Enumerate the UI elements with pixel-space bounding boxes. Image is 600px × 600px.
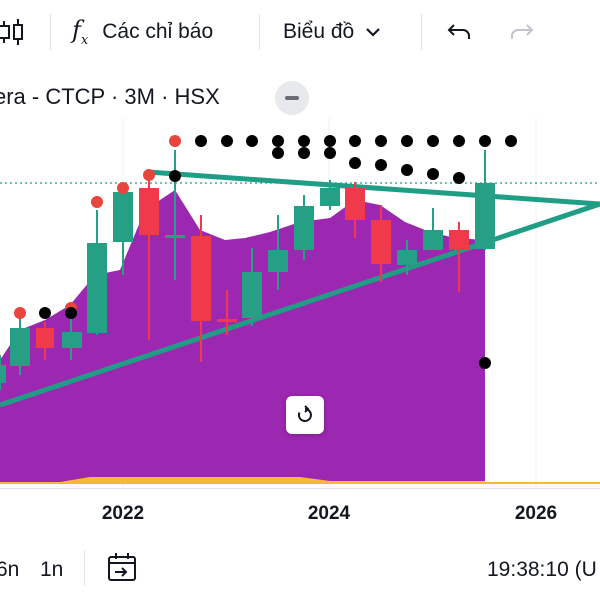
clock-timezone[interactable]: 19:38:10 (U (487, 558, 597, 581)
candle-up (242, 248, 262, 326)
x-axis-line (0, 488, 600, 489)
candle-down (139, 180, 159, 340)
area-fill (0, 190, 485, 482)
candle-down (345, 182, 365, 238)
indicators-button[interactable]: fx Các chỉ báo (72, 0, 213, 64)
undo-icon (447, 24, 470, 39)
chart-type-label: Biểu đồ (283, 20, 355, 43)
toolbar-divider (421, 14, 422, 50)
toolbar-divider (50, 14, 51, 50)
indicators-label: Các chỉ báo (102, 20, 214, 43)
candle-up (320, 180, 340, 210)
undo-button[interactable] (446, 0, 472, 64)
calendar-arrow-icon (108, 553, 136, 581)
candlesticks (0, 150, 495, 390)
toolbar-divider (259, 14, 260, 50)
candle-down (449, 222, 469, 292)
candle-doji (217, 290, 237, 335)
signal-markers (39, 135, 517, 369)
bottom-divider (84, 550, 85, 586)
candle-up (423, 208, 443, 250)
bottom-toolbar (0, 538, 600, 600)
candle-up (62, 318, 82, 360)
x-tick-label: 2024 (307, 503, 351, 524)
collapse-legend-button[interactable] (275, 81, 309, 115)
range-1n-button[interactable]: 1n (40, 558, 64, 581)
top-toolbar: fx Các chỉ báo Biểu đồ (0, 0, 600, 64)
candle-up (268, 215, 288, 290)
triangle-trendlines (0, 169, 600, 408)
candle-up (0, 355, 6, 390)
price-chart[interactable] (0, 118, 600, 488)
redo-icon (511, 24, 534, 39)
chevron-down-icon (366, 28, 381, 37)
symbol-title: era - CTCP · 3M · HSX (0, 84, 220, 109)
minus-icon (285, 96, 299, 100)
x-tick-label: 2022 (101, 503, 145, 524)
candles-icon[interactable] (0, 0, 28, 64)
reset-chart-button[interactable] (286, 396, 324, 434)
candle-up (397, 240, 417, 275)
chart-type-button[interactable]: Biểu đồ (283, 0, 382, 64)
candle-up (87, 210, 107, 335)
candle-up (475, 150, 495, 250)
candle-down (371, 205, 391, 282)
fx-icon: fx (72, 16, 89, 48)
x-tick-label: 2026 (514, 503, 558, 524)
candle-down (191, 215, 211, 362)
candle-up (10, 318, 30, 375)
candle-up (113, 185, 133, 275)
go-to-date-button[interactable] (106, 551, 138, 588)
redo-button[interactable] (509, 0, 535, 64)
candle-up (294, 195, 314, 260)
candle-down (36, 322, 54, 360)
reset-icon (297, 405, 312, 422)
range-6n-button[interactable]: 6n (0, 558, 20, 581)
